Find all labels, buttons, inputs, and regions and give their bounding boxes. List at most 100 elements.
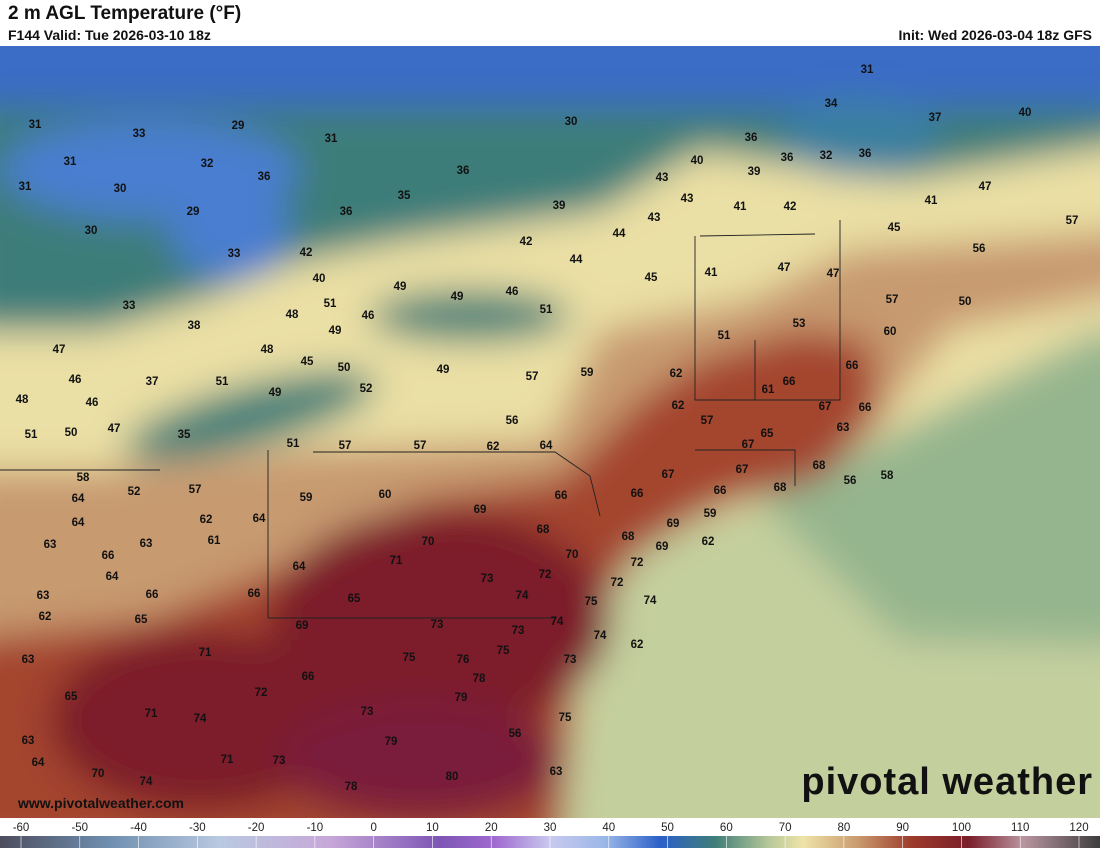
temperature-label: 69 xyxy=(474,504,487,516)
temperature-label: 32 xyxy=(820,150,833,162)
temperature-label: 64 xyxy=(540,440,553,452)
temperature-label: 69 xyxy=(296,620,309,632)
colorbar-tick-label: 100 xyxy=(952,822,971,834)
colorbar-tick-label: -10 xyxy=(307,822,324,834)
temperature-label: 33 xyxy=(123,300,136,312)
temperature-label: 33 xyxy=(228,248,241,260)
temperature-label: 67 xyxy=(742,439,755,451)
temperature-label: 75 xyxy=(497,645,510,657)
temperature-label: 50 xyxy=(959,296,972,308)
temperature-label: 69 xyxy=(667,518,680,530)
temperature-label: 40 xyxy=(313,273,326,285)
temperature-label: 69 xyxy=(656,541,669,553)
temperature-label: 74 xyxy=(140,776,153,788)
temperature-label: 68 xyxy=(813,460,826,472)
temperature-label: 37 xyxy=(146,376,159,388)
temperature-field xyxy=(0,46,1100,818)
colorbar-tick-label: -30 xyxy=(189,822,206,834)
temperature-label: 34 xyxy=(825,98,838,110)
header: 2 m AGL Temperature (°F) F144 Valid: Tue… xyxy=(0,0,1100,46)
temperature-label: 31 xyxy=(29,119,42,131)
temperature-label: 40 xyxy=(691,155,704,167)
temperature-label: 59 xyxy=(704,508,717,520)
temperature-label: 44 xyxy=(570,254,583,266)
temperature-label: 67 xyxy=(736,464,749,476)
temperature-label: 36 xyxy=(258,171,271,183)
temperature-label: 38 xyxy=(188,320,201,332)
temperature-label: 64 xyxy=(72,493,85,505)
temperature-label: 73 xyxy=(512,625,525,637)
temperature-label: 43 xyxy=(648,212,661,224)
temperature-label: 56 xyxy=(509,728,522,740)
temperature-label: 32 xyxy=(201,158,214,170)
temperature-label: 63 xyxy=(837,422,850,434)
temperature-label: 29 xyxy=(187,206,200,218)
colorbar-tick-label: 110 xyxy=(1011,822,1029,834)
temperature-label: 62 xyxy=(39,611,52,623)
temperature-label: 63 xyxy=(22,735,35,747)
temperature-label: 36 xyxy=(457,165,470,177)
temperature-label: 46 xyxy=(362,310,375,322)
temperature-label: 31 xyxy=(19,181,32,193)
colorbar-tick-label: 30 xyxy=(544,822,557,834)
temperature-label: 63 xyxy=(44,539,57,551)
temperature-label: 64 xyxy=(253,513,266,525)
temperature-label: 71 xyxy=(199,647,212,659)
temperature-label: 64 xyxy=(32,757,45,769)
borders xyxy=(0,220,841,619)
temperature-label: 53 xyxy=(793,318,806,330)
website: www.pivotalweather.com xyxy=(17,795,184,811)
temperature-label: 66 xyxy=(102,550,115,562)
temperature-label: 51 xyxy=(25,429,38,441)
temperature-label: 42 xyxy=(520,236,533,248)
temperature-label: 49 xyxy=(394,281,407,293)
temperature-label: 56 xyxy=(506,415,519,427)
temperature-label: 67 xyxy=(662,469,675,481)
temperature-label: 62 xyxy=(670,368,683,380)
temperature-label: 51 xyxy=(540,304,553,316)
temperature-label: 45 xyxy=(645,272,658,284)
temperature-label: 46 xyxy=(69,374,82,386)
temperature-label: 73 xyxy=(273,755,286,767)
temperature-label: 60 xyxy=(379,489,392,501)
colorbar-tick-label: -60 xyxy=(13,822,30,834)
temperature-label: 52 xyxy=(360,383,373,395)
temperature-label: 76 xyxy=(457,654,470,666)
temperature-label: 41 xyxy=(734,201,747,213)
temperature-label: 30 xyxy=(114,183,127,195)
colorbar-tick-label: 20 xyxy=(485,822,498,834)
temperature-label: 62 xyxy=(200,514,213,526)
temperature-label: 52 xyxy=(128,486,141,498)
temperature-label: 45 xyxy=(301,356,314,368)
temperature-label: 74 xyxy=(644,595,657,607)
temperature-label: 71 xyxy=(221,754,234,766)
colorbar-tick-label: 80 xyxy=(837,822,850,834)
temperature-label: 59 xyxy=(300,492,313,504)
temperature-label: 62 xyxy=(631,639,644,651)
colorbar-tick-label: 10 xyxy=(426,822,439,834)
temperature-label: 72 xyxy=(539,569,552,581)
temperature-label: 63 xyxy=(550,766,563,778)
temperature-label: 62 xyxy=(487,441,500,453)
temperature-label: 73 xyxy=(564,654,577,666)
temperature-label: 31 xyxy=(861,64,874,76)
temperature-label: 61 xyxy=(762,384,775,396)
temperature-label: 74 xyxy=(516,590,529,602)
temperature-label: 36 xyxy=(340,206,353,218)
temperature-label: 51 xyxy=(287,438,300,450)
temperature-label: 57 xyxy=(701,415,714,427)
temperature-label: 62 xyxy=(672,400,685,412)
temperature-label: 74 xyxy=(194,713,207,725)
temperature-label: 62 xyxy=(702,536,715,548)
temperature-label: 44 xyxy=(613,228,626,240)
valid-time: F144 Valid: Tue 2026-03-10 18z xyxy=(8,27,211,43)
temperature-label: 64 xyxy=(106,571,119,583)
temperature-label: 70 xyxy=(92,768,105,780)
colorbar: -60 -50 -40 -30 -20 -10 0 10 20 30 40 50 60 70 80 90 100… xyxy=(0,818,1100,850)
temperature-label: 68 xyxy=(774,482,787,494)
temperature-label: 46 xyxy=(86,397,99,409)
temperature-label: 71 xyxy=(145,708,158,720)
temperature-label: 65 xyxy=(65,691,78,703)
temperature-label: 30 xyxy=(565,116,578,128)
temperature-label: 68 xyxy=(537,524,550,536)
